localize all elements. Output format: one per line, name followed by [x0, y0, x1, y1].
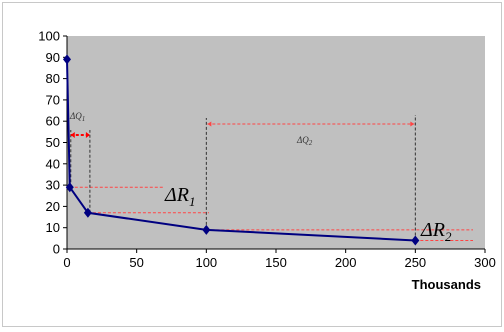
x-tick-label: 150 — [265, 255, 287, 270]
y-tick-label: 90 — [46, 50, 60, 65]
x-tick-label: 200 — [335, 255, 357, 270]
delta-q1-arrow-left — [70, 132, 75, 138]
y-tick-label: 40 — [46, 156, 60, 171]
chart-frame: 0 10 20 30 40 50 60 70 80 90 100 0 50 100 150 200 250 300… — [2, 2, 502, 327]
y-tick-label: 0 — [53, 242, 60, 257]
annotation-labels: ΔQ1 ΔQ2 ΔR1 ΔR2 — [69, 111, 452, 244]
x-tick-label: 50 — [129, 255, 143, 270]
y-tick-label: 30 — [46, 178, 60, 193]
x-tick-label: 0 — [63, 255, 70, 270]
y-tick-label: 60 — [46, 114, 60, 129]
y-tick-label: 10 — [46, 220, 60, 235]
x-tick-label: 300 — [474, 255, 496, 270]
delta-r1-label: ΔR1 — [164, 184, 195, 209]
delta-q1-label: ΔQ1 — [69, 111, 85, 123]
delta-q2-label: ΔQ2 — [296, 135, 313, 147]
data-point-marker — [65, 182, 74, 193]
x-tick-label: 100 — [195, 255, 217, 270]
plot-area — [67, 36, 485, 249]
delta-r2-label: ΔR2 — [420, 219, 452, 244]
line-chart: 0 10 20 30 40 50 60 70 80 90 100 0 50 100 150 200 250 300… — [38, 29, 496, 293]
data-point-marker — [63, 54, 71, 65]
delta-q2-arrow-left — [207, 121, 212, 127]
data-point-marker — [83, 207, 92, 218]
y-tick-label: 80 — [46, 71, 60, 86]
y-tick-label: 100 — [38, 29, 60, 44]
x-tick-label: 250 — [404, 255, 426, 270]
y-tick-label: 70 — [46, 92, 60, 107]
delta-q1-arrow-right — [85, 132, 90, 138]
data-point-marker — [202, 224, 211, 235]
y-tick-label: 20 — [46, 199, 60, 214]
axes: 0 10 20 30 40 50 60 70 80 90 100 0 50 100 150 200 250 300 — [38, 29, 496, 271]
data-series — [63, 54, 420, 246]
x-axis-title: Thousands — [412, 277, 481, 292]
delta-q2-arrow-right — [410, 121, 415, 127]
annotation-guides — [69, 115, 473, 241]
data-point-marker — [411, 235, 420, 246]
y-tick-label: 50 — [46, 135, 60, 150]
